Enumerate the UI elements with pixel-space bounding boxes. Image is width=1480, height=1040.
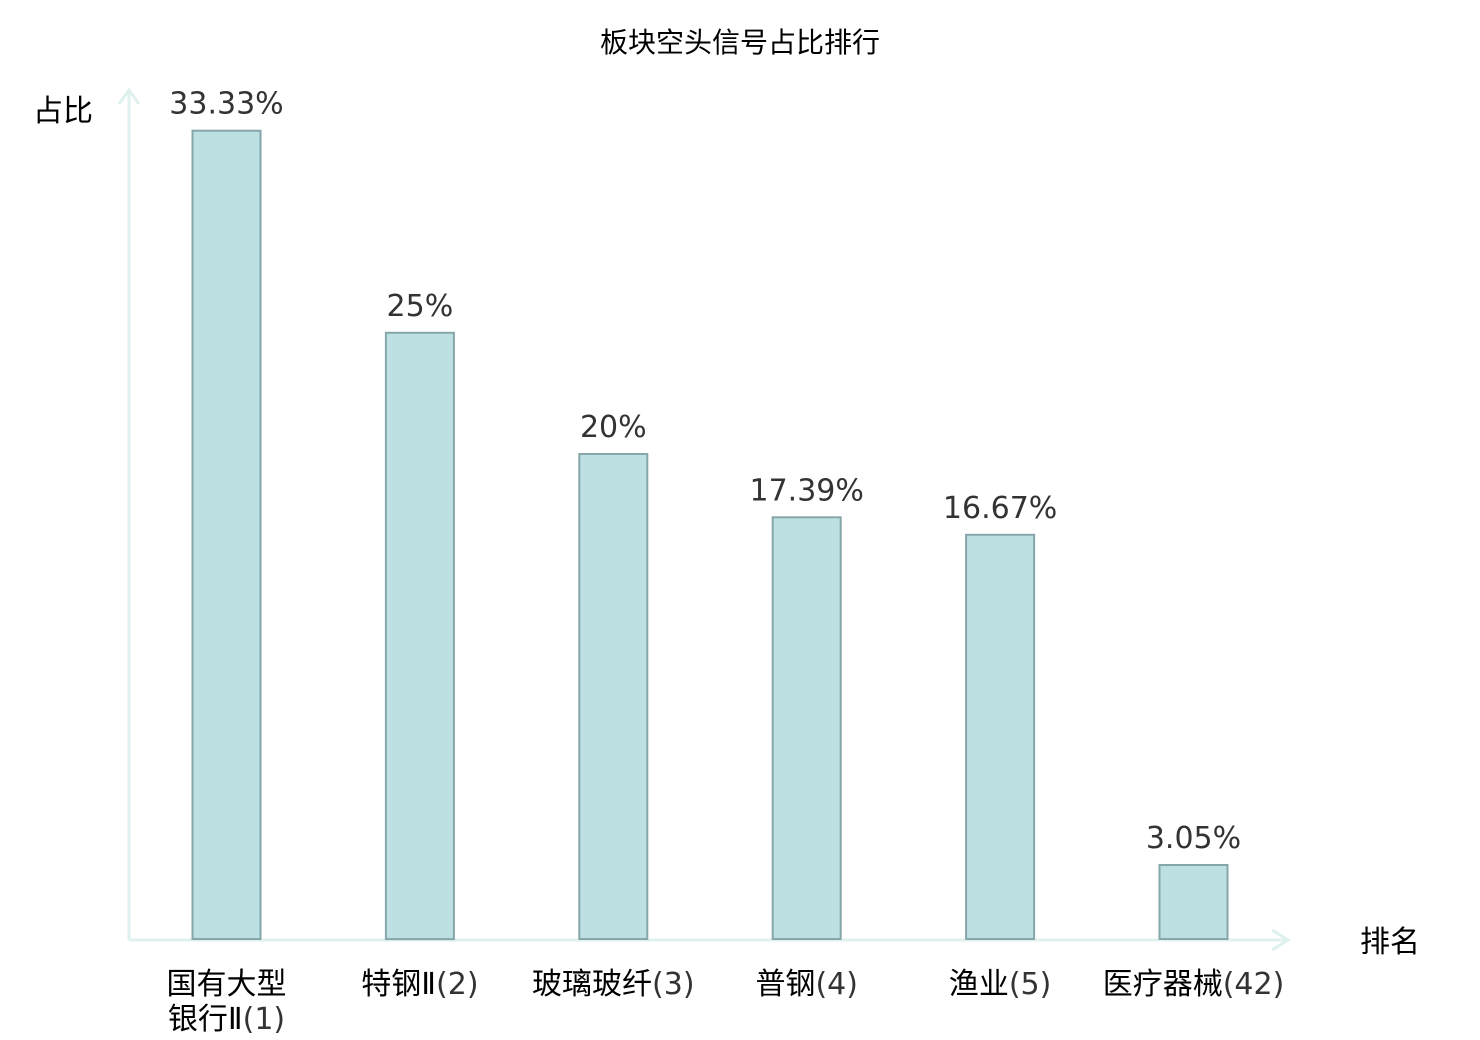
bars-group (191, 129, 1229, 941)
x-tick-label: 渔业(5) (949, 967, 1052, 1002)
x-tick-label: 普钢(4) (755, 967, 858, 1002)
x-tick-label: 医疗器械(42) (1103, 967, 1285, 1002)
bar (1158, 864, 1229, 940)
bar (965, 533, 1036, 940)
x-tick-rank: (5) (1009, 967, 1052, 1002)
x-tick-name: 普钢 (755, 967, 815, 1002)
value-labels-group: 33.33% 25% 20% 17.39% 16.67% 3.05% (169, 87, 1241, 856)
bar-value-label: 16.67% (943, 491, 1057, 526)
x-tick-label: 国有大型 (167, 967, 287, 1002)
x-tick-label: 玻璃玻纤(3) (532, 967, 695, 1002)
x-tick-rank: (1) (243, 1002, 286, 1037)
x-tick-name: 国有大型 (167, 967, 287, 1002)
chart-title: 板块空头信号占比排行 (600, 26, 880, 59)
x-tick-label: 银行Ⅱ(1) (168, 1002, 285, 1037)
x-tick-rank: (4) (815, 967, 858, 1002)
bar-value-label: 17.39% (750, 473, 864, 508)
x-tick-label: 特钢Ⅱ(2) (361, 967, 478, 1002)
bar-value-label: 33.33% (169, 87, 283, 122)
x-tick-name: 特钢Ⅱ (361, 967, 436, 1002)
bar (384, 331, 455, 941)
axes (117, 87, 1291, 952)
x-tick-rank: (3) (652, 967, 695, 1002)
bar-value-label: 25% (387, 289, 454, 324)
y-axis-label: 占比 (33, 94, 93, 129)
x-tick-rank: (2) (436, 967, 479, 1002)
x-tick-name: 渔业 (949, 967, 1009, 1002)
y-axis-arrow-icon (117, 87, 141, 105)
bar (578, 453, 649, 940)
bar (191, 129, 262, 940)
bar-value-label: 3.05% (1146, 821, 1241, 856)
bar-value-label: 20% (580, 410, 647, 445)
x-tick-name: 医疗器械 (1103, 967, 1223, 1002)
x-axis-label: 排名 (1360, 925, 1420, 960)
x-tick-name: 银行Ⅱ (168, 1002, 243, 1037)
x-axis-arrow-icon (1271, 928, 1291, 952)
bar (771, 516, 842, 940)
x-tick-rank: (42) (1223, 967, 1285, 1002)
x-tick-name: 玻璃玻纤 (532, 967, 652, 1002)
